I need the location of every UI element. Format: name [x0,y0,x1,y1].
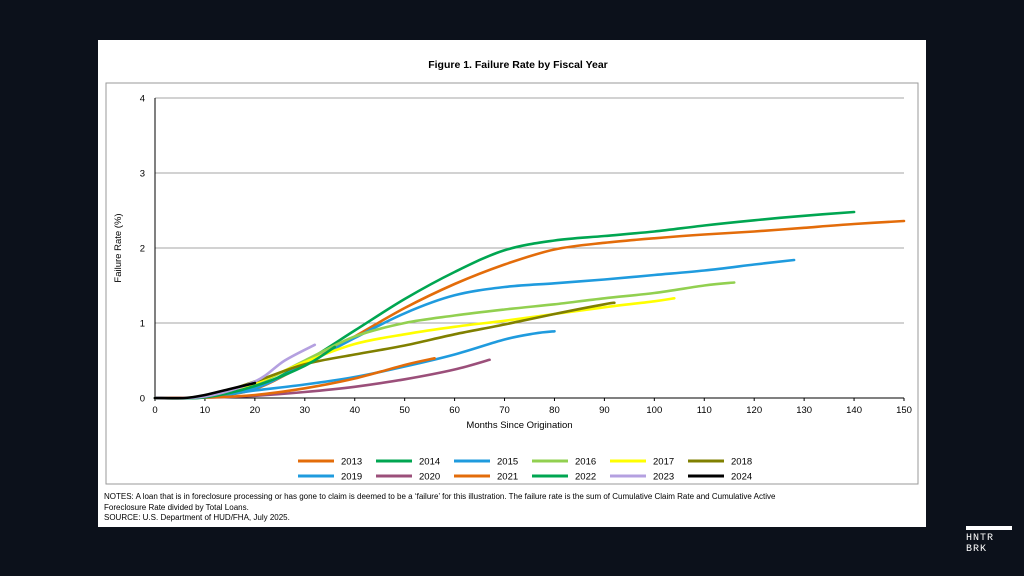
x-tick-label-130: 130 [796,405,812,416]
notes-line-2: Foreclosure Rate divided by Total Loans. [104,502,249,512]
series-line-2017 [153,297,676,400]
legend-label-2016: 2016 [575,457,596,468]
legend-label-2018: 2018 [731,457,752,468]
x-tick-label-50: 50 [399,405,410,416]
series-line-2016 [153,281,736,400]
series-line-2018 [153,301,616,400]
chart-notes: NOTES: A loan that is in foreclosure pro… [104,492,920,524]
x-tick-label-90: 90 [599,405,610,416]
legend-label-2023: 2023 [653,472,674,483]
x-tick-label-120: 120 [746,405,762,416]
x-tick-label-140: 140 [846,405,862,416]
brand-logo-line-2: BRK [966,544,988,555]
series-line-2020 [153,358,491,400]
legend-label-2022: 2022 [575,472,596,483]
legend-label-2014: 2014 [419,457,440,468]
x-tick-label-150: 150 [896,405,912,416]
brand-logo-line-1: HNTR [966,533,995,544]
legend-label-2021: 2021 [497,472,518,483]
x-tick-label-30: 30 [300,405,311,416]
x-tick-label-100: 100 [646,405,662,416]
chart: Figure 1. Failure Rate by Fiscal Year 0 1… [105,59,919,485]
x-tick-label-40: 40 [349,405,360,416]
y-tick-label-2: 2 [140,244,145,255]
x-tick-label-70: 70 [499,405,510,416]
x-tick-label-20: 20 [250,405,261,416]
legend-label-2019: 2019 [341,472,362,483]
notes-source: SOURCE: U.S. Department of HUD/FHA, July… [104,513,290,522]
chart-card: Figure 1. Failure Rate by Fiscal Year 0 1… [98,40,926,527]
x-tick-label-110: 110 [697,405,712,416]
y-tick-label-4: 4 [140,94,145,105]
x-tick-label-0: 0 [152,405,157,416]
brand-logo: HNTR BRK [966,533,994,555]
series-line-2024 [153,381,257,400]
legend-label-2024: 2024 [731,472,752,483]
legend-label-2013: 2013 [341,457,362,468]
brand-logo-bar [966,526,1012,530]
x-tick-label-60: 60 [449,405,460,416]
chart-frame [105,82,919,485]
x-tick-label-80: 80 [549,405,560,416]
chart-title: Figure 1. Failure Rate by Fiscal Year [428,59,608,71]
y-axis-label: Failure Rate (%) [113,213,124,282]
y-tick-label-1: 1 [140,319,145,330]
x-tick-label-10: 10 [200,405,211,416]
notes-line-1: NOTES: A loan that is in foreclosure pro… [104,492,776,501]
x-axis-label: Months Since Origination [466,420,572,431]
legend-label-2017: 2017 [653,457,674,468]
y-tick-label-3: 3 [140,169,145,180]
series-line-2014 [153,210,856,400]
legend-label-2015: 2015 [497,457,518,468]
y-tick-label-0: 0 [140,394,145,405]
legend: 2013 2014 2015 2016 2017 2018 2019 2020 2021 2022… [298,457,752,483]
legend-label-2020: 2020 [419,472,440,483]
series-line-2015 [153,258,796,400]
